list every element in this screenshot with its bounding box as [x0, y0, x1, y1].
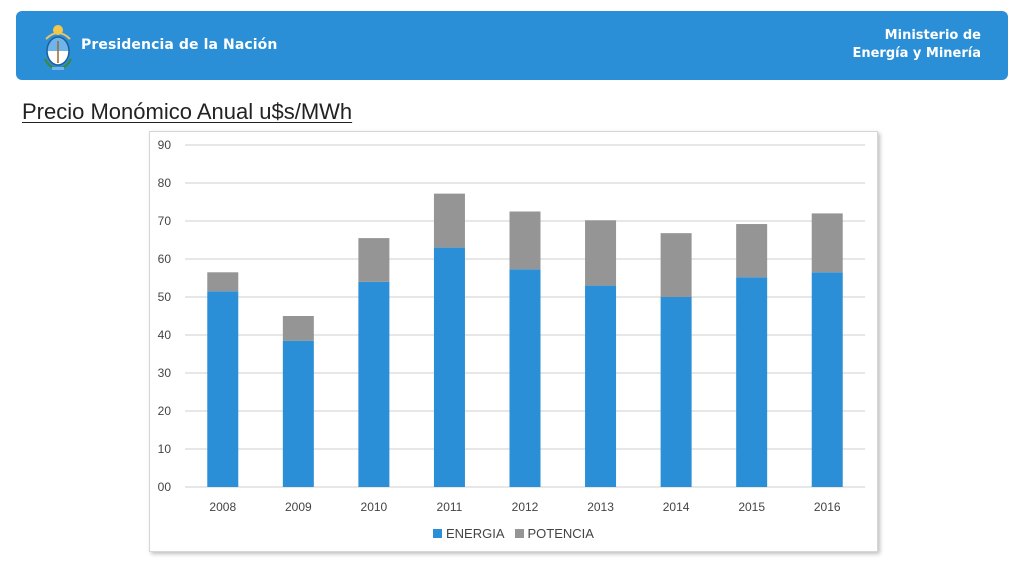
chart-legend: ENERGIA POTENCIA — [150, 526, 877, 541]
bar-energia-2014 — [660, 297, 692, 487]
coat-of-arms-icon — [44, 25, 72, 70]
ministry-line-1: Ministerio de — [884, 28, 981, 43]
bar-energia-2011 — [433, 247, 465, 487]
y-axis-ticks: 00 10 20 30 40 50 60 70 80 90 — [158, 138, 172, 494]
page-title: Precio Monómico Anual u$s/MWh — [22, 99, 353, 124]
bar-potencia-2014 — [660, 233, 692, 297]
bar-potencia-2009 — [282, 316, 314, 341]
bars — [207, 193, 843, 487]
bar-potencia-2013 — [585, 220, 617, 286]
legend-item-potencia: POTENCIA — [514, 526, 594, 541]
legend-item-energia: ENERGIA — [433, 526, 505, 541]
chart-container: 00 10 20 30 40 50 60 70 80 90 2008 2009 2010 2011 201… — [149, 131, 878, 552]
y-tick-label: 60 — [158, 252, 172, 266]
stacked-bar-chart: 00 10 20 30 40 50 60 70 80 90 2008 2009 2010 2011 201… — [158, 138, 865, 514]
bar-energia-2008 — [207, 291, 239, 487]
y-tick-label: 00 — [158, 480, 172, 494]
y-tick-label: 30 — [158, 366, 172, 380]
x-tick-label: 2008 — [209, 500, 236, 514]
bar-potencia-2012 — [509, 211, 541, 270]
ministry-name: Ministerio de Energía y Minería — [852, 27, 981, 63]
x-tick-label: 2014 — [663, 500, 690, 514]
bar-energia-2009 — [282, 340, 314, 487]
x-tick-label: 2010 — [361, 500, 388, 514]
x-axis-ticks: 2008 2009 2010 2011 2012 2013 2014 2015 2016 — [209, 500, 840, 514]
header-bar: Presidencia de la Nación Ministerio de E… — [16, 11, 1008, 80]
legend-swatch — [514, 529, 524, 538]
bar-potencia-2010 — [358, 238, 390, 282]
x-tick-label: 2011 — [437, 500, 463, 514]
y-tick-label: 80 — [158, 176, 172, 190]
legend-label: ENERGIA — [446, 526, 505, 541]
legend-swatch — [433, 529, 442, 538]
y-tick-label: 10 — [158, 442, 172, 456]
bar-potencia-2016 — [811, 213, 843, 273]
legend-label: POTENCIA — [527, 526, 594, 541]
bar-energia-2010 — [358, 281, 390, 487]
y-tick-label: 90 — [158, 138, 172, 152]
bar-potencia-2015 — [736, 224, 768, 278]
x-tick-label: 2013 — [587, 500, 614, 514]
bar-energia-2015 — [736, 277, 768, 487]
y-tick-label: 20 — [158, 404, 172, 418]
bar-energia-2016 — [811, 272, 843, 487]
bar-potencia-2008 — [207, 272, 239, 292]
bar-potencia-2011 — [433, 193, 465, 248]
x-tick-label: 2009 — [285, 500, 312, 514]
org-name: Presidencia de la Nación — [81, 37, 278, 53]
bar-energia-2012 — [509, 269, 541, 487]
x-tick-label: 2016 — [814, 500, 841, 514]
y-tick-label: 70 — [158, 214, 172, 228]
ministry-line-2: Energía y Minería — [852, 46, 981, 61]
x-tick-label: 2015 — [738, 500, 765, 514]
y-tick-label: 50 — [158, 290, 172, 304]
y-tick-label: 40 — [158, 328, 172, 342]
bar-energia-2013 — [585, 285, 617, 487]
x-tick-label: 2012 — [512, 500, 539, 514]
